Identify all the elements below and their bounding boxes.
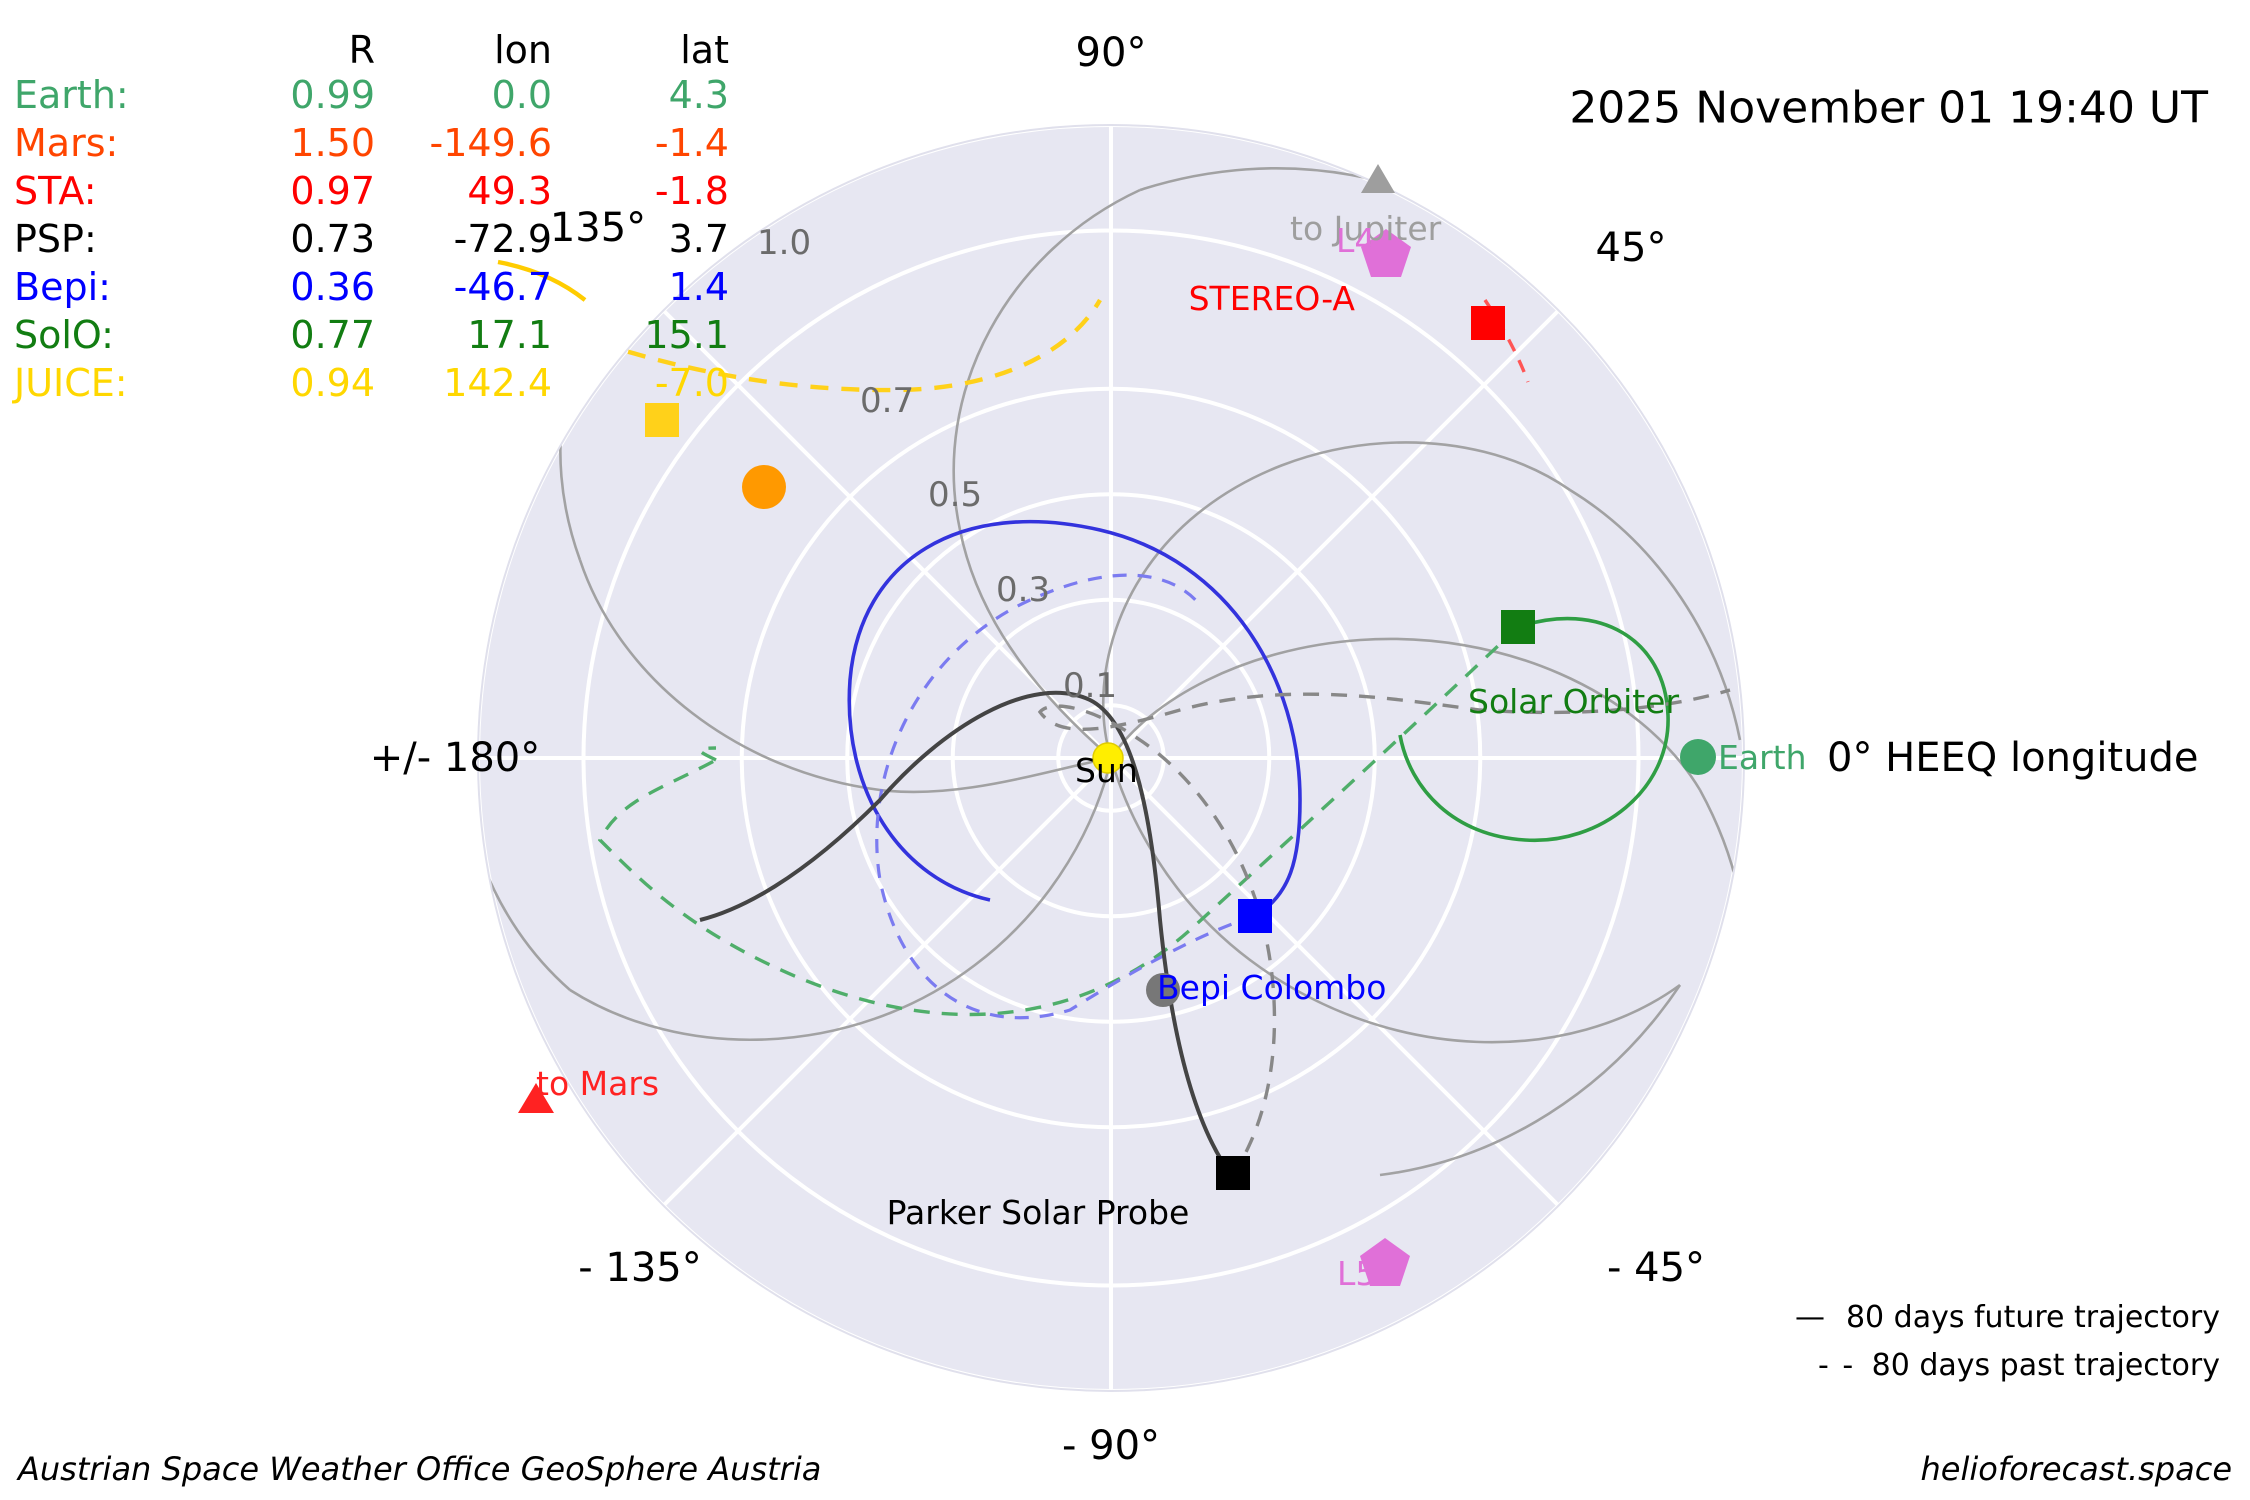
marker-venus[interactable] bbox=[742, 465, 786, 509]
label-to-mars: to Mars bbox=[536, 1064, 659, 1103]
label-stereo-a: STEREO-A bbox=[1189, 279, 1356, 318]
row-lon-juice: 142.4 bbox=[443, 361, 552, 405]
footer-right: helioforecast.space bbox=[1920, 1450, 2232, 1488]
angle-label-90: 90° bbox=[1075, 30, 1147, 76]
row-label-juice: JUICE: bbox=[14, 361, 128, 405]
row-r-bepi: 0.36 bbox=[290, 265, 375, 309]
label-solar-orbiter: Solar Orbiter bbox=[1468, 682, 1679, 721]
label-sun: Sun bbox=[1075, 751, 1138, 790]
marker-earth[interactable] bbox=[1680, 739, 1716, 775]
table-row: SolO: 0.77 17.1 15.1 bbox=[14, 311, 735, 359]
angle-label-135: 135° bbox=[549, 205, 647, 251]
radial-tick-1-0: 1.0 bbox=[757, 223, 811, 263]
trajectory-solo-past-tail bbox=[698, 746, 717, 762]
th-blank bbox=[14, 30, 204, 71]
legend-past: - - 80 days past trajectory bbox=[1802, 1348, 2220, 1383]
label-l4: L4 bbox=[1336, 221, 1375, 260]
angle-label-180: +/- 180° bbox=[369, 735, 541, 781]
row-lat-juice: -7.0 bbox=[654, 361, 729, 405]
table-row: PSP: 0.73 -72.9 3.7 bbox=[14, 215, 735, 263]
polar-disk-border bbox=[477, 124, 1745, 1392]
marker-sun[interactable] bbox=[1092, 742, 1124, 774]
trajectory-bepi-future bbox=[847, 519, 1302, 918]
row-lon-sta: 49.3 bbox=[467, 169, 552, 213]
row-label-psp: PSP: bbox=[14, 217, 97, 261]
angle-label-neg45: - 45° bbox=[1606, 1245, 1706, 1291]
trajectory-psp-future bbox=[699, 690, 1234, 1178]
row-lon-bepi: -46.7 bbox=[453, 265, 552, 309]
marker-l4[interactable] bbox=[1361, 229, 1411, 277]
angle-label-neg90: - 90° bbox=[1061, 1423, 1161, 1469]
row-lon-mars: -149.6 bbox=[429, 121, 553, 165]
table-row: Mars: 1.50 -149.6 -1.4 bbox=[14, 119, 735, 167]
row-label-mars: Mars: bbox=[14, 121, 119, 165]
spacecraft-position-table: R lon lat Earth: 0.99 0.0 4.3 Mars: 1.50… bbox=[14, 30, 735, 407]
row-lat-bepi: 1.4 bbox=[668, 265, 729, 309]
label-parker-solar-probe: Parker Solar Probe bbox=[887, 1193, 1190, 1232]
trajectory-juice-past bbox=[539, 298, 1102, 393]
label-bepi-colombo: Bepi Colombo bbox=[1157, 968, 1386, 1007]
trajectory-solar-orbiter-future bbox=[1398, 616, 1670, 843]
row-lon-solo: 17.1 bbox=[467, 313, 552, 357]
table-row: JUICE: 0.94 142.4 -7.0 bbox=[14, 359, 735, 407]
trajectory-solar-orbiter-past bbox=[597, 625, 1520, 1017]
radial-tick-0-1: 0.1 bbox=[1063, 666, 1117, 706]
angle-label-0-heeq: 0° HEEQ longitude bbox=[1827, 735, 2199, 781]
label-to-jupiter: to Jupiter bbox=[1290, 209, 1442, 248]
legend-future-line: — bbox=[1794, 1300, 1827, 1335]
row-r-solo: 0.77 bbox=[290, 313, 375, 357]
table-header-row: R lon lat bbox=[14, 30, 735, 71]
row-lon-psp: -72.9 bbox=[453, 217, 552, 261]
legend-past-label: 80 days past trajectory bbox=[1871, 1348, 2220, 1383]
marker-juice[interactable] bbox=[645, 403, 679, 437]
marker-to-jupiter[interactable] bbox=[1361, 164, 1395, 193]
row-lat-solo: 15.1 bbox=[644, 313, 729, 357]
legend-future-label: 80 days future trajectory bbox=[1845, 1300, 2220, 1335]
row-r-juice: 0.94 bbox=[290, 361, 375, 405]
table-row: Earth: 0.99 0.0 4.3 bbox=[14, 71, 735, 119]
footer-left: Austrian Space Weather Office GeoSphere … bbox=[18, 1450, 822, 1488]
table-row: Bepi: 0.36 -46.7 1.4 bbox=[14, 263, 735, 311]
radial-tick-0-3: 0.3 bbox=[996, 570, 1050, 610]
row-lon-earth: 0.0 bbox=[491, 73, 552, 117]
radial-tick-0-7: 0.7 bbox=[860, 381, 914, 421]
row-r-psp: 0.73 bbox=[290, 217, 375, 261]
trajectory-juice-future-outer bbox=[497, 259, 587, 302]
row-label-sta: STA: bbox=[14, 169, 97, 213]
row-lat-sta: -1.8 bbox=[654, 169, 729, 213]
table-row: STA: 0.97 49.3 -1.8 bbox=[14, 167, 735, 215]
page-title: 2025 November 01 19:40 UT bbox=[1569, 82, 2208, 134]
row-label-bepi: Bepi: bbox=[14, 265, 111, 309]
marker-solar-orbiter[interactable] bbox=[1501, 610, 1535, 644]
marker-bepi-colombo[interactable] bbox=[1238, 899, 1272, 933]
angle-label-neg135: - 135° bbox=[578, 1245, 702, 1291]
row-r-sta: 0.97 bbox=[290, 169, 375, 213]
trajectory-bepi-past bbox=[875, 573, 1256, 1020]
row-label-solo: SolO: bbox=[14, 313, 114, 357]
label-earth: Earth bbox=[1718, 738, 1807, 777]
marker-l5[interactable] bbox=[1360, 1238, 1410, 1286]
angle-label-45: 45° bbox=[1595, 225, 1667, 271]
legend-future: — 80 days future trajectory bbox=[1776, 1300, 2220, 1335]
marker-stereo-a[interactable] bbox=[1471, 306, 1505, 340]
th-r: R bbox=[348, 28, 375, 72]
row-r-mars: 1.50 bbox=[290, 121, 375, 165]
row-lat-mars: -1.4 bbox=[654, 121, 729, 165]
radial-tick-0-5: 0.5 bbox=[928, 475, 982, 515]
marker-mercury[interactable] bbox=[1146, 973, 1180, 1007]
th-lon: lon bbox=[494, 28, 552, 72]
trajectory-psp-past bbox=[1037, 688, 1731, 1177]
label-l5: L5 bbox=[1337, 1254, 1376, 1293]
row-lat-earth: 4.3 bbox=[668, 73, 729, 117]
row-label-earth: Earth: bbox=[14, 73, 129, 117]
legend-past-line: - - bbox=[1818, 1348, 1856, 1383]
row-r-earth: 0.99 bbox=[290, 73, 375, 117]
th-lat: lat bbox=[680, 28, 729, 72]
marker-to-mars[interactable] bbox=[518, 1083, 554, 1113]
marker-parker-solar-probe[interactable] bbox=[1216, 1156, 1250, 1190]
row-lat-psp: 3.7 bbox=[668, 217, 729, 261]
